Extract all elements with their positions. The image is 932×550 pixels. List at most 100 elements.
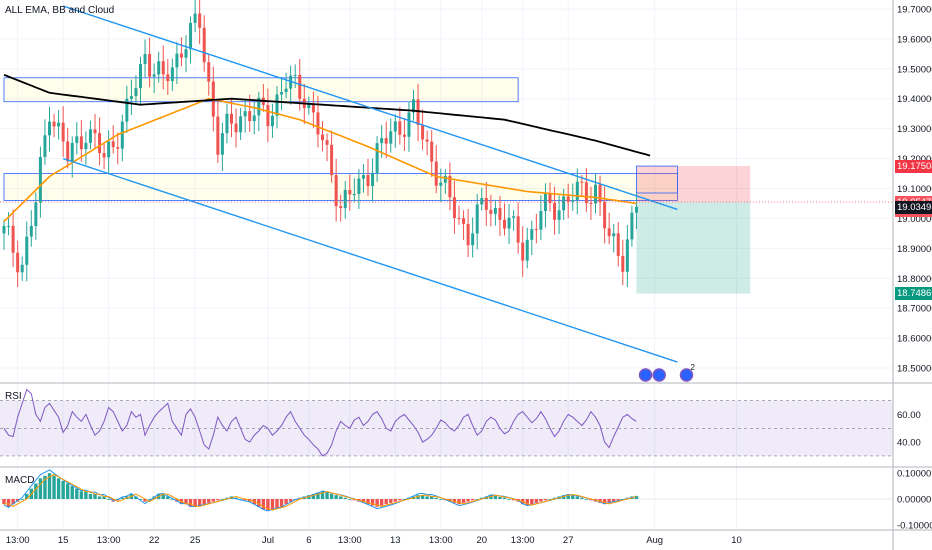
event-marker-icon: [652, 368, 666, 382]
candle-body: [475, 204, 479, 234]
candle-body: [421, 124, 425, 140]
macd-histogram-bar: [389, 499, 393, 503]
candle-body: [398, 121, 402, 135]
macd-histogram-bar: [320, 491, 325, 499]
time-axis-tick: 13:00: [6, 535, 30, 546]
time-axis-tick: 13:00: [429, 535, 453, 546]
candle-body: [402, 134, 406, 137]
macd-histogram-bar: [6, 499, 11, 507]
macd-histogram-bar: [66, 483, 70, 499]
candle-body: [170, 67, 174, 82]
macd-histogram-bar: [561, 495, 566, 499]
candle-body: [521, 242, 525, 261]
candle-body: [34, 202, 38, 226]
macd-histogram-bar: [207, 499, 211, 503]
price-axis-tick: 18.90000: [897, 244, 932, 255]
candle-body: [334, 175, 338, 207]
candle-body: [443, 175, 447, 183]
ema-50-line: [3, 97, 637, 222]
candle-body: [220, 133, 224, 155]
macd-histogram-bar: [225, 497, 229, 499]
price-axis-tick: 19.40000: [897, 94, 932, 105]
candle-body: [275, 94, 279, 116]
candle-body: [339, 206, 343, 209]
candle-body: [530, 229, 534, 240]
price-axis-tick: 19.60000: [897, 34, 932, 45]
macd-histogram-bar: [511, 499, 516, 501]
macd-histogram-bar: [502, 497, 507, 499]
price-axis-tick: 19.10000: [897, 184, 932, 195]
candle-body: [16, 252, 20, 273]
macd-histogram-bar: [284, 499, 288, 505]
price-axis-tick: 19.70000: [897, 4, 932, 15]
price-axis-tick: 19.00000: [897, 214, 932, 225]
zone-take-profit: [636, 201, 751, 294]
macd-histogram-bar: [612, 499, 616, 502]
macd-histogram-bar: [70, 486, 74, 499]
macd-histogram-bar: [316, 492, 320, 499]
macd-histogram-bar: [120, 497, 124, 499]
time-axis-tick: 13:00: [511, 535, 535, 546]
candle-body: [102, 153, 106, 158]
chart-title: ALL EMA, BB and Cloud: [5, 5, 115, 16]
macd-histogram-bar: [93, 493, 97, 499]
candle-body: [393, 121, 397, 132]
candle-body: [198, 13, 202, 28]
candle-body: [534, 229, 538, 231]
event-marker-count: 2: [691, 363, 696, 372]
candle-body: [311, 104, 315, 113]
candle-body: [225, 113, 229, 134]
candle-body: [107, 141, 111, 158]
macd-histogram-bar: [534, 499, 539, 503]
macd-histogram-bar: [288, 499, 293, 502]
price-tag: 19.17504: [895, 159, 932, 173]
macd-histogram-bar: [571, 495, 575, 499]
macd-histogram-bar: [102, 496, 106, 499]
macd-histogram-bar: [334, 495, 338, 499]
macd-histogram-bar: [175, 499, 179, 502]
candle-body: [616, 233, 620, 256]
price-tag: 18.74866: [895, 287, 932, 301]
candle-body: [612, 233, 616, 237]
macd-histogram-bar: [257, 499, 261, 507]
candle-body: [257, 97, 261, 116]
candle-body: [175, 53, 179, 68]
price-axis-tick: 19.30000: [897, 124, 932, 135]
macd-histogram-bar: [434, 497, 438, 499]
candle-body: [503, 219, 506, 229]
ema-200-line: [3, 73, 651, 157]
candle-body: [361, 175, 365, 179]
candle-body: [553, 203, 557, 220]
rsi-line: [3, 388, 637, 457]
macd-histogram-bar: [2, 499, 6, 505]
macd-histogram-bar: [243, 499, 247, 501]
candle-body: [571, 200, 575, 202]
macd-histogram-bar: [143, 499, 147, 502]
candle-body: [407, 112, 411, 137]
rsi-axis-tick: 60.00: [897, 410, 921, 421]
macd-title: MACD: [5, 475, 35, 486]
candle-body: [343, 189, 347, 209]
candle-body: [439, 182, 443, 186]
candle-body: [548, 193, 552, 204]
macd-histogram-bar: [56, 478, 61, 499]
candle-body: [330, 144, 334, 176]
macd-histogram-bar: [43, 475, 47, 499]
candle-body: [484, 198, 488, 210]
candle-body: [270, 115, 274, 127]
candle-body: [139, 63, 142, 89]
candle-body: [129, 96, 133, 99]
macd-axis-tick: 0.00000: [897, 495, 931, 506]
macd-histogram-bar: [197, 499, 202, 506]
macd-histogram-bar: [589, 499, 593, 501]
candle-body: [239, 116, 243, 133]
macd-signal-line: [4, 473, 637, 511]
candle-body: [512, 216, 516, 218]
macd-histogram-bar: [466, 499, 470, 502]
candle-body: [452, 197, 456, 219]
time-axis-tick: 27: [563, 535, 574, 546]
candle-body: [116, 147, 120, 149]
candle-body: [625, 239, 629, 272]
candle-body: [539, 210, 543, 230]
